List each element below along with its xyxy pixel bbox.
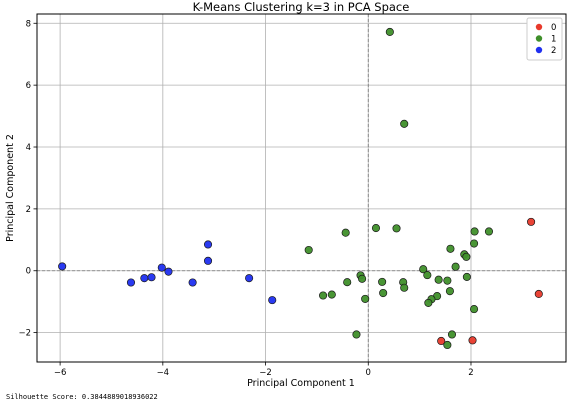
cluster-1-point bbox=[470, 239, 479, 248]
cluster-1-point bbox=[443, 340, 452, 350]
x-tick-label: 2 bbox=[468, 368, 473, 378]
cluster-1-point bbox=[341, 228, 350, 237]
cluster-1-point bbox=[400, 283, 409, 292]
cluster-1-point bbox=[447, 330, 457, 339]
cluster-2-point bbox=[203, 240, 213, 249]
cluster-1-point bbox=[462, 272, 471, 281]
cluster-1-point bbox=[361, 294, 370, 303]
cluster-2-point bbox=[268, 296, 277, 305]
silhouette-score-text: Silhouette Score: 0.3844889018936022 bbox=[6, 393, 158, 401]
cluster-1-point bbox=[392, 224, 401, 233]
cluster-1-point bbox=[424, 298, 433, 307]
cluster-1-point bbox=[423, 271, 432, 280]
legend-entry-1: 1 bbox=[535, 35, 556, 45]
y-axis-ticks: −2 0 2 4 6 8 bbox=[18, 19, 37, 339]
y-tick-label: 8 bbox=[26, 19, 31, 29]
x-tick-label: −4 bbox=[157, 368, 170, 378]
cluster-1-point bbox=[445, 287, 454, 296]
legend-label-2: 2 bbox=[551, 46, 556, 56]
chart-title: K-Means Clustering k=3 in PCA Space bbox=[193, 0, 410, 14]
cluster-1-point bbox=[400, 119, 409, 128]
x-tick-label: −6 bbox=[54, 368, 67, 378]
cluster-2-point bbox=[126, 278, 136, 287]
cluster-1-point bbox=[470, 305, 479, 314]
cluster-1-point bbox=[352, 330, 361, 339]
cluster-2-point bbox=[157, 263, 166, 272]
cluster-2-point bbox=[245, 274, 254, 283]
grid-lines bbox=[37, 14, 566, 362]
cluster-1-point bbox=[443, 276, 452, 285]
cluster-2-point bbox=[188, 278, 197, 287]
cluster-0-point bbox=[527, 217, 536, 226]
cluster-1-point bbox=[327, 290, 336, 299]
cluster-2-point bbox=[147, 273, 156, 282]
cluster-0-point bbox=[534, 289, 543, 298]
cluster-2-point bbox=[203, 256, 213, 265]
cluster-1-point bbox=[371, 224, 381, 233]
y-tick-label: 4 bbox=[26, 143, 31, 153]
y-tick-label: −2 bbox=[18, 329, 31, 339]
cluster-2-point bbox=[58, 262, 67, 271]
cluster-1-point bbox=[446, 244, 455, 253]
cluster-1-point bbox=[319, 291, 328, 300]
cluster-1-point bbox=[358, 274, 367, 283]
y-tick-label: 0 bbox=[26, 267, 31, 277]
cluster-2-point bbox=[164, 267, 173, 276]
cluster-1-point bbox=[419, 265, 428, 274]
legend-marker-1 bbox=[535, 35, 543, 42]
cluster-1-point bbox=[304, 245, 313, 255]
y-tick-label: 6 bbox=[26, 81, 31, 91]
data-points bbox=[58, 27, 543, 350]
cluster-1-point bbox=[379, 288, 388, 298]
cluster-1-point bbox=[343, 278, 352, 287]
legend-entry-2: 2 bbox=[535, 46, 556, 56]
cluster-1-point bbox=[385, 27, 394, 36]
legend-box bbox=[526, 17, 563, 61]
y-tick-label: 2 bbox=[26, 205, 31, 215]
legend-marker-2 bbox=[535, 46, 543, 54]
cluster-1-point bbox=[378, 277, 387, 286]
cluster-0-point bbox=[437, 336, 446, 346]
x-axis-ticks: −6 −4 −2 0 2 bbox=[54, 362, 474, 378]
cluster-1-point bbox=[484, 227, 494, 236]
x-tick-label: 0 bbox=[366, 368, 371, 378]
cluster-1-point bbox=[434, 275, 443, 284]
x-tick-label: −2 bbox=[259, 368, 272, 378]
legend-label-1: 1 bbox=[551, 35, 556, 45]
legend-label-0: 0 bbox=[551, 23, 556, 33]
legend-marker-0 bbox=[535, 23, 543, 31]
cluster-1-point bbox=[451, 262, 460, 271]
cluster-1-point bbox=[462, 252, 471, 261]
cluster-0-point bbox=[468, 336, 477, 345]
y-axis-label: Principal Component 2 bbox=[5, 134, 16, 242]
cluster-2-point bbox=[140, 274, 149, 283]
legend-entry-0: 0 bbox=[535, 23, 556, 33]
zero-reference-lines bbox=[37, 14, 566, 362]
legend: 0 1 2 bbox=[526, 17, 563, 61]
x-axis-label: Principal Component 1 bbox=[247, 378, 355, 389]
plot-frame bbox=[36, 13, 567, 363]
cluster-1-point bbox=[470, 227, 479, 236]
